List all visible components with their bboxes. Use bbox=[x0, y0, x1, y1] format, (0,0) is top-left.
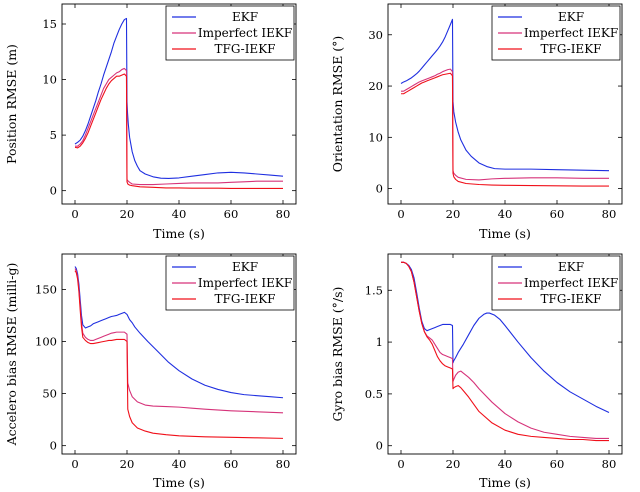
gyro-bias-y-axis-label: Gyro bias RMSE (°/s) bbox=[330, 287, 345, 422]
gyro-bias-y-tick-label: 0.5 bbox=[365, 387, 383, 401]
accelero-bias-x-tick-label: 20 bbox=[120, 457, 135, 471]
orientation-y-tick-label: 10 bbox=[368, 130, 383, 144]
gyro-bias-x-tick-label: 40 bbox=[498, 457, 513, 471]
gyro-bias-y-tick-label: 0 bbox=[376, 439, 383, 453]
accelero-bias-x-tick-label: 0 bbox=[71, 457, 78, 471]
position-y-tick-label: 15 bbox=[42, 17, 57, 31]
accelero-bias-x-tick-label: 60 bbox=[224, 457, 239, 471]
gyro-bias-legend: EKF Imperfect IEKF TFG-IEKF bbox=[491, 255, 621, 311]
orientation-legend-entry: TFG-IEKF bbox=[541, 42, 602, 56]
gyro-bias-legend-entry: Imperfect IEKF bbox=[524, 276, 618, 290]
gyro-bias-y-tick-label: 1.5 bbox=[365, 283, 383, 297]
gyro-bias-x-tick-label: 80 bbox=[602, 457, 617, 471]
accelero-bias-y-tick-label: 100 bbox=[35, 335, 57, 349]
orientation-series-imperfect-iekf bbox=[401, 68, 609, 181]
accelero-bias-legend-entry: EKF bbox=[232, 260, 258, 274]
orientation-x-tick-label: 20 bbox=[446, 207, 461, 221]
position-legend-entry: Imperfect IEKF bbox=[198, 26, 292, 40]
accelero-bias-x-tick-label: 80 bbox=[276, 457, 291, 471]
accelero-bias-legend-entry: TFG-IEKF bbox=[215, 292, 276, 306]
position-rmse-chart: 0 20 40 60 80 0 5 10 15 Time (s) Position RMSE (m)… bbox=[4, 3, 297, 241]
position-x-tick-label: 80 bbox=[276, 207, 291, 221]
gyro-bias-legend-entry: TFG-IEKF bbox=[541, 292, 602, 306]
position-y-tick-label: 5 bbox=[50, 128, 57, 142]
orientation-legend: EKF Imperfect IEKF TFG-IEKF bbox=[491, 5, 621, 61]
position-y-tick-label: 10 bbox=[42, 73, 57, 87]
gyro-bias-x-axis-label: Time (s) bbox=[479, 475, 531, 490]
orientation-y-tick-label: 0 bbox=[376, 182, 383, 196]
gyro-bias-y-tick-label: 1 bbox=[376, 335, 383, 349]
position-x-tick-label: 20 bbox=[120, 207, 135, 221]
orientation-x-tick-label: 40 bbox=[498, 207, 513, 221]
position-x-tick-label: 0 bbox=[71, 207, 78, 221]
orientation-legend-entry: Imperfect IEKF bbox=[524, 26, 618, 40]
orientation-series-ekf bbox=[400, 18, 610, 172]
position-y-tick-label: 0 bbox=[50, 184, 57, 198]
orientation-x-axis-label: Time (s) bbox=[479, 226, 531, 241]
gyro-bias-x-tick-label: 0 bbox=[397, 457, 404, 471]
accelero-bias-y-tick-label: 0 bbox=[50, 439, 57, 453]
position-legend-entry: EKF bbox=[232, 10, 258, 24]
accelero-bias-y-axis-label: Accelero bias RMSE (milli-g) bbox=[4, 263, 19, 447]
position-series-tfg-iekf bbox=[74, 73, 283, 189]
orientation-x-tick-label: 0 bbox=[397, 207, 404, 221]
gyro-bias-series-tfg-iekf bbox=[401, 261, 609, 442]
orientation-rmse-chart: 0 20 40 60 80 0 10 20 30 Time (s) Orientation RMSE… bbox=[330, 3, 623, 241]
gyro-bias-legend-entry: EKF bbox=[558, 260, 584, 274]
orientation-series-tfg-iekf bbox=[401, 72, 609, 187]
position-x-axis-label: Time (s) bbox=[153, 226, 205, 241]
gyro-bias-x-tick-label: 60 bbox=[550, 457, 565, 471]
accelero-bias-rmse-chart: 0 20 40 60 80 0 50 100 150 Time (s) Accelero bias … bbox=[4, 253, 297, 490]
position-x-tick-label: 60 bbox=[224, 207, 239, 221]
accelero-bias-y-tick-label: 150 bbox=[35, 282, 57, 296]
accelero-bias-x-axis-label: Time (s) bbox=[153, 475, 205, 490]
orientation-x-tick-label: 60 bbox=[550, 207, 565, 221]
gyro-bias-x-tick-label: 20 bbox=[446, 457, 461, 471]
orientation-y-tick-label: 20 bbox=[368, 79, 383, 93]
accelero-bias-x-tick-label: 40 bbox=[172, 457, 187, 471]
position-legend: EKF Imperfect IEKF TFG-IEKF bbox=[165, 5, 295, 61]
position-series-ekf bbox=[74, 17, 284, 179]
accelero-bias-legend-entry: Imperfect IEKF bbox=[198, 276, 292, 290]
position-y-axis-label: Position RMSE (m) bbox=[4, 44, 19, 164]
position-legend-entry: TFG-IEKF bbox=[215, 42, 276, 56]
accelero-bias-series-ekf bbox=[74, 266, 284, 399]
orientation-legend-entry: EKF bbox=[558, 10, 584, 24]
position-series-imperfect-iekf bbox=[75, 67, 283, 186]
accelero-bias-legend: EKF Imperfect IEKF TFG-IEKF bbox=[165, 255, 295, 311]
orientation-x-tick-label: 80 bbox=[602, 207, 617, 221]
accelero-bias-series-imperfect-iekf bbox=[74, 268, 284, 414]
orientation-y-axis-label: Orientation RMSE (°) bbox=[330, 36, 345, 173]
position-x-tick-label: 40 bbox=[172, 207, 187, 221]
accelero-bias-y-tick-label: 50 bbox=[42, 387, 57, 401]
accelero-bias-series-tfg-iekf bbox=[74, 270, 284, 439]
orientation-y-tick-label: 30 bbox=[368, 28, 383, 42]
gyro-bias-rmse-chart: 0 20 40 60 80 0 0.5 1 1.5 Time (s) Gyro bias RMSE … bbox=[330, 253, 623, 490]
